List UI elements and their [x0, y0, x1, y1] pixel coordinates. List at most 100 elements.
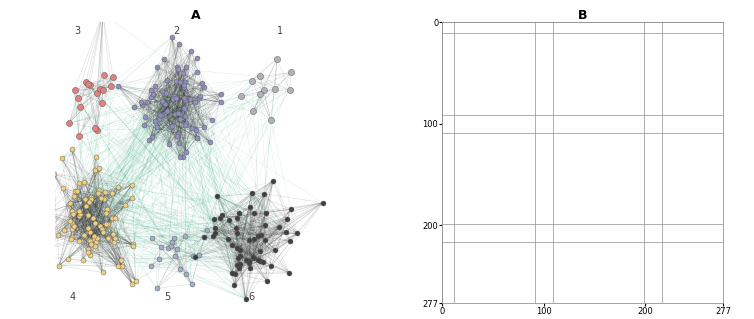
Point: [507, 98, 520, 103]
Point: [696, 280, 708, 285]
Point: [581, 160, 593, 165]
Point: [507, 65, 519, 70]
Point: [591, 192, 603, 197]
Point: [587, 96, 599, 101]
Point: [513, 79, 525, 85]
Point: [695, 274, 707, 279]
Point: [607, 196, 619, 201]
Point: [504, 278, 516, 283]
Point: [688, 282, 700, 287]
Point: [106, 232, 118, 237]
Point: [449, 70, 461, 76]
Point: [655, 227, 667, 233]
Point: [631, 203, 643, 208]
Point: [460, 95, 472, 100]
Point: [681, 281, 693, 286]
Point: [520, 36, 532, 41]
Point: [629, 171, 641, 176]
Point: [703, 243, 715, 248]
Point: [602, 217, 615, 222]
Point: [640, 237, 652, 242]
Point: [109, 240, 121, 245]
Point: [511, 33, 523, 38]
Point: [493, 48, 505, 53]
Point: [505, 73, 517, 78]
Point: [673, 285, 685, 290]
Point: [578, 212, 590, 218]
Point: [440, 27, 452, 32]
Point: [482, 201, 494, 206]
Point: [541, 110, 553, 115]
Point: [633, 288, 645, 293]
Point: [569, 210, 581, 215]
Point: [536, 225, 548, 230]
Point: [516, 158, 529, 163]
Point: [602, 178, 614, 183]
Point: [661, 273, 673, 278]
Point: [565, 219, 577, 225]
Point: [648, 99, 661, 104]
Point: [463, 71, 475, 77]
Point: [685, 257, 697, 262]
Point: [604, 174, 616, 179]
Point: [248, 236, 260, 241]
Point: [507, 101, 519, 106]
Point: [607, 104, 619, 109]
Point: [451, 55, 463, 60]
Point: [525, 65, 537, 70]
Point: [470, 110, 483, 115]
Point: [675, 256, 687, 261]
Point: [685, 241, 697, 246]
Point: [505, 183, 517, 188]
Point: [557, 222, 569, 227]
Point: [578, 187, 590, 192]
Point: [548, 190, 560, 195]
Point: [650, 221, 662, 226]
Point: [620, 170, 632, 175]
Point: [678, 242, 690, 247]
Point: [654, 233, 667, 238]
Point: [633, 178, 645, 183]
Point: [467, 42, 479, 47]
Point: [519, 95, 531, 100]
Point: [523, 93, 535, 98]
Point: [688, 288, 700, 293]
Point: [464, 70, 476, 76]
Point: [673, 247, 685, 252]
Point: [711, 259, 723, 264]
Point: [637, 120, 649, 125]
Point: [470, 84, 482, 89]
Point: [632, 191, 644, 196]
Point: [516, 78, 529, 84]
Point: [437, 27, 449, 32]
Point: [687, 260, 699, 265]
Point: [575, 164, 587, 169]
Point: [578, 109, 590, 114]
Point: [706, 280, 718, 285]
Point: [474, 100, 486, 105]
Point: [584, 153, 596, 159]
Point: [540, 126, 552, 131]
Point: [454, 48, 466, 53]
Point: [709, 280, 721, 285]
Point: [498, 40, 510, 45]
Point: [71, 188, 83, 193]
Point: [673, 248, 685, 253]
Point: [704, 253, 716, 258]
Point: [678, 268, 690, 273]
Point: [567, 168, 579, 173]
Point: [636, 206, 648, 211]
Point: [467, 32, 480, 37]
Point: [504, 111, 516, 116]
Point: [593, 99, 605, 104]
Point: [661, 300, 673, 305]
Point: [649, 239, 661, 244]
Point: [145, 87, 157, 92]
Point: [714, 299, 726, 304]
Point: [625, 66, 637, 71]
Point: [554, 147, 566, 152]
Point: [473, 66, 485, 71]
Point: [452, 103, 464, 108]
Point: [520, 68, 532, 73]
Point: [625, 145, 637, 151]
